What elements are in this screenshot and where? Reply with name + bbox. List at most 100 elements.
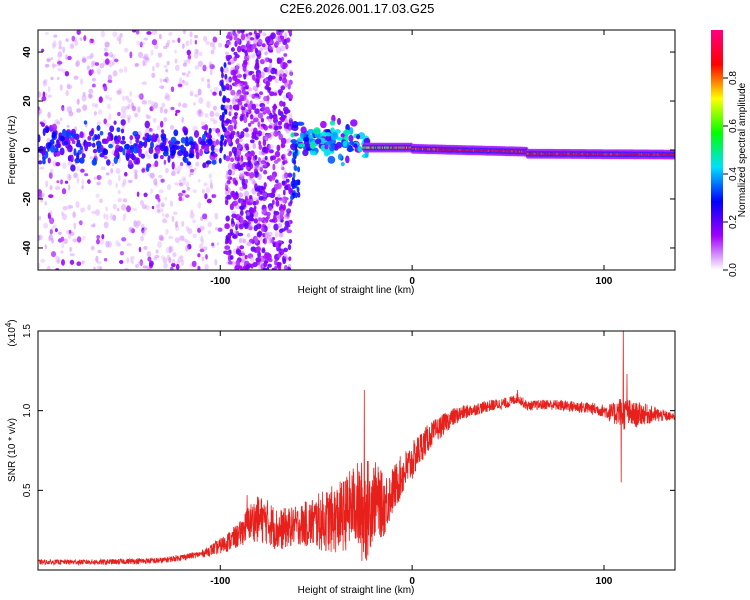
colorbar-tick-label: 0.4 [728, 167, 739, 181]
spectrogram-cell [186, 161, 192, 166]
spectrogram-cell [156, 125, 161, 131]
spectrogram-y-tick-label: 40 [22, 46, 33, 58]
spectrogram-cell [107, 74, 112, 82]
spectrogram-cell [80, 207, 85, 213]
spectrogram-cell [56, 51, 63, 59]
spectrogram-cell [337, 153, 343, 161]
spectrogram-cell [224, 105, 229, 110]
spectrogram-cell [251, 53, 256, 59]
spectrogram-cell [189, 168, 195, 173]
spectrogram-cell [237, 30, 241, 34]
spectrogram-cell [177, 257, 183, 263]
spectrogram-cell [281, 154, 286, 161]
spectrogram-cell [177, 83, 183, 87]
spectrogram-cell [151, 72, 156, 78]
spectrogram-cell [154, 254, 160, 259]
spectrogram-cell [72, 211, 76, 219]
spectrogram-cell [200, 77, 205, 82]
spectrogram-cell [182, 43, 185, 49]
spectrogram-cell [160, 178, 165, 183]
spectrogram-cell [202, 63, 207, 71]
spectrogram-cell [243, 116, 248, 124]
spectrogram-cell [240, 260, 245, 267]
spectrogram-cell [300, 126, 307, 134]
spectrogram-cell [153, 178, 158, 186]
spectrogram-cell [233, 105, 240, 111]
figure-title: C2E6.2026.001.17.03.G25 [280, 1, 435, 16]
spectrogram-y-tick-label: 0 [22, 147, 33, 153]
spectrogram-cell [166, 94, 171, 102]
spectrogram-cell [228, 105, 233, 113]
spectrogram-cell [91, 60, 94, 68]
spectrogram-cell [129, 51, 133, 59]
spectrogram-cell [268, 149, 274, 154]
spectrogram-cell [279, 110, 284, 117]
spectrogram-cell [38, 146, 43, 152]
spectrogram-cell [67, 55, 72, 61]
spectrogram-cell [96, 265, 102, 270]
spectrogram-cell [229, 30, 235, 37]
spectrogram-cell [161, 84, 164, 90]
spectrogram-cell [202, 213, 208, 220]
spectrogram-cell [170, 136, 177, 144]
spectrogram-cell [234, 133, 239, 138]
colorbar-tick-label: 0.0 [728, 263, 739, 277]
spectrogram-cell [273, 103, 277, 111]
spectrogram-cell [287, 123, 293, 131]
spectrogram-cell [268, 45, 275, 50]
spectrogram-cell [157, 200, 161, 206]
spectrogram-cell [133, 146, 139, 154]
spectrogram-cell [250, 120, 255, 125]
spectrogram-cell [162, 150, 169, 157]
spectrogram-cell [278, 197, 283, 201]
spectrogram-cell [212, 36, 218, 43]
spectrogram-cell [126, 205, 131, 213]
spectrogram-cell [259, 47, 263, 52]
spectrogram-cell [202, 133, 206, 142]
spectrogram-cell [51, 131, 56, 139]
spectrogram-cell [225, 185, 229, 192]
spectrogram-cell [134, 112, 138, 118]
spectrogram-cell [87, 204, 91, 211]
spectrogram-cell [112, 31, 118, 37]
spectrogram-cell [121, 237, 127, 242]
spectrogram-cell [224, 223, 230, 230]
spectrogram-cell [232, 67, 239, 71]
spectrogram-cell [174, 182, 180, 186]
spectrogram-cell [222, 96, 226, 103]
spectrogram-cell [195, 161, 200, 167]
spectrogram-cell [268, 174, 273, 182]
spectrogram-cell [197, 179, 201, 183]
spectrogram-cell [52, 40, 57, 48]
spectrogram-cell [253, 113, 259, 119]
spectrogram-cell [268, 133, 273, 140]
spectrogram-cell [250, 207, 257, 214]
spectrogram-cell [284, 172, 289, 179]
spectrogram-cell [150, 141, 154, 149]
spectrogram-cell [103, 118, 107, 125]
spectrogram-cell [268, 144, 274, 150]
spectrogram-cell [197, 227, 202, 233]
spectrogram-cell [345, 155, 350, 164]
spectrogram-cell [282, 101, 286, 107]
spectrogram-cell [264, 51, 268, 56]
spectrogram-cell [209, 63, 213, 70]
spectrogram-cell [254, 64, 260, 71]
spectrogram-cell [165, 246, 171, 254]
spectrogram-cell [287, 30, 293, 34]
spectrogram-cell [279, 45, 286, 52]
spectrogram-cell [122, 95, 126, 102]
spectrogram-cell [182, 62, 187, 67]
spectrogram-cell [297, 137, 305, 143]
spectrogram-cell [152, 133, 156, 141]
spectrogram-cell [269, 58, 273, 64]
spectrogram-cell [121, 135, 126, 141]
spectrogram-cell [207, 83, 211, 89]
spectrogram-cell [41, 48, 45, 53]
spectrogram-cell [146, 266, 151, 270]
spectrogram-cell [198, 112, 202, 118]
spectrogram-cell [73, 133, 80, 141]
spectrogram-cell [165, 229, 169, 235]
spectrogram-cell [249, 195, 253, 200]
spectrogram-cell [243, 171, 249, 175]
